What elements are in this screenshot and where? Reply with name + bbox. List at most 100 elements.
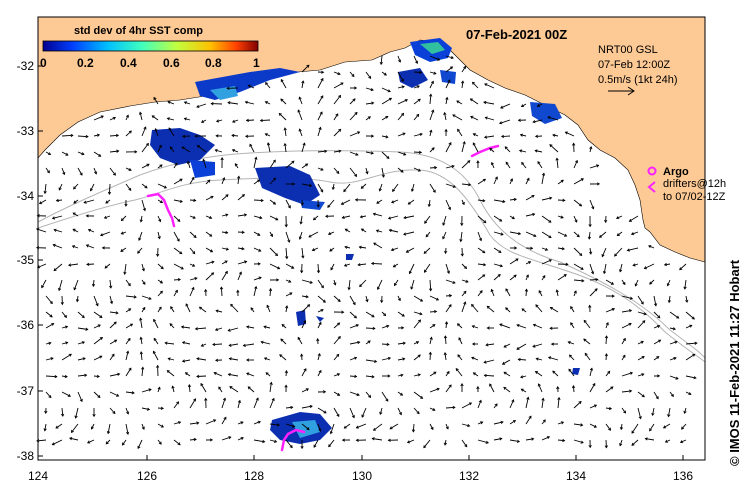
current-vector-head: [380, 300, 384, 304]
current-vector: [237, 176, 240, 185]
sst-patches: [150, 38, 580, 444]
current-vector-head: [694, 341, 698, 345]
current-vector-head: [192, 251, 196, 255]
current-vector-head: [280, 98, 284, 102]
current-vector: [181, 146, 191, 153]
current-vector: [653, 391, 659, 399]
current-vector: [589, 423, 597, 428]
current-vector: [39, 199, 47, 204]
current-vector-head: [628, 322, 632, 326]
current-vector: [445, 199, 451, 210]
current-vector-head: [663, 262, 668, 267]
current-vector: [349, 407, 355, 418]
current-vector: [317, 95, 324, 105]
current-vector-head: [386, 155, 390, 160]
current-vector: [403, 215, 415, 219]
current-vector: [168, 127, 175, 137]
current-vector: [61, 167, 65, 175]
current-vector: [61, 326, 68, 329]
current-vector: [603, 263, 607, 274]
current-vector-head: [367, 116, 371, 120]
current-vector-head: [126, 431, 130, 435]
current-vector: [45, 342, 52, 345]
current-vector-head: [649, 428, 653, 432]
current-vector-head: [641, 356, 645, 359]
current-vector: [229, 358, 239, 361]
current-vector-head: [81, 152, 85, 156]
current-vector: [359, 246, 367, 249]
current-vector-head: [431, 147, 435, 151]
current-vector: [557, 215, 564, 219]
current-vector: [532, 119, 543, 123]
current-vector-head: [164, 341, 168, 345]
current-vector: [232, 119, 239, 123]
current-vector: [648, 245, 655, 249]
current-vector: [601, 247, 607, 257]
current-vector-head: [210, 195, 214, 199]
current-vector-head: [483, 100, 487, 105]
current-vector-head: [445, 426, 449, 430]
current-vector-head: [371, 314, 375, 318]
current-vector-head: [328, 444, 332, 448]
current-vector: [330, 263, 335, 271]
current-vector-head: [139, 351, 143, 355]
current-vector-head: [461, 201, 465, 206]
current-vector-head: [287, 239, 291, 243]
current-vector-head: [355, 438, 359, 442]
current-vector-head: [450, 55, 454, 60]
current-vector: [93, 391, 101, 398]
current-vector-head: [215, 309, 219, 313]
current-vector: [317, 167, 324, 171]
current-vector: [477, 290, 483, 297]
current-vector-head: [240, 421, 244, 425]
current-vector: [196, 358, 207, 361]
current-vector-head: [456, 323, 460, 327]
current-vector: [477, 215, 487, 224]
current-vector: [140, 337, 143, 345]
current-vector-head: [549, 326, 553, 330]
current-vector: [93, 151, 101, 157]
current-vector: [253, 439, 265, 443]
current-vector-head: [450, 66, 454, 70]
current-vector-head: [246, 358, 250, 362]
current-vector: [301, 423, 310, 430]
current-vector: [397, 391, 403, 396]
current-vector-head: [499, 218, 503, 222]
current-vector-head: [303, 319, 307, 324]
current-vector-head: [142, 306, 146, 311]
current-vector: [229, 343, 239, 347]
current-vector: [344, 246, 351, 249]
current-vector: [518, 358, 527, 361]
current-vector-head: [260, 198, 264, 203]
current-vector-head: [79, 172, 83, 176]
current-vector-head: [198, 306, 203, 310]
current-vector-head: [451, 164, 455, 169]
current-vector: [55, 423, 63, 429]
current-vector: [536, 358, 543, 361]
current-vector-head: [58, 187, 62, 191]
current-vector-head: [589, 367, 593, 371]
current-vector: [221, 231, 228, 234]
current-vector-head: [335, 113, 339, 117]
current-vector-head: [428, 288, 433, 292]
current-vector: [408, 199, 415, 205]
current-vector-head: [615, 216, 620, 220]
current-vector: [541, 197, 552, 201]
current-vector: [205, 247, 213, 253]
current-vector-head: [500, 232, 504, 236]
current-vector: [621, 355, 626, 361]
current-vector: [445, 183, 456, 188]
current-vector: [461, 263, 467, 269]
current-vector: [221, 260, 228, 265]
current-vector: [605, 279, 614, 285]
current-vector-head: [65, 152, 69, 156]
current-vector: [327, 199, 335, 208]
current-vector: [349, 167, 357, 177]
current-vector-head: [498, 250, 502, 253]
current-vector-head: [166, 117, 170, 121]
current-vector: [617, 231, 623, 236]
current-vector: [445, 304, 452, 313]
current-vector: [669, 375, 679, 380]
current-vector: [461, 66, 467, 73]
